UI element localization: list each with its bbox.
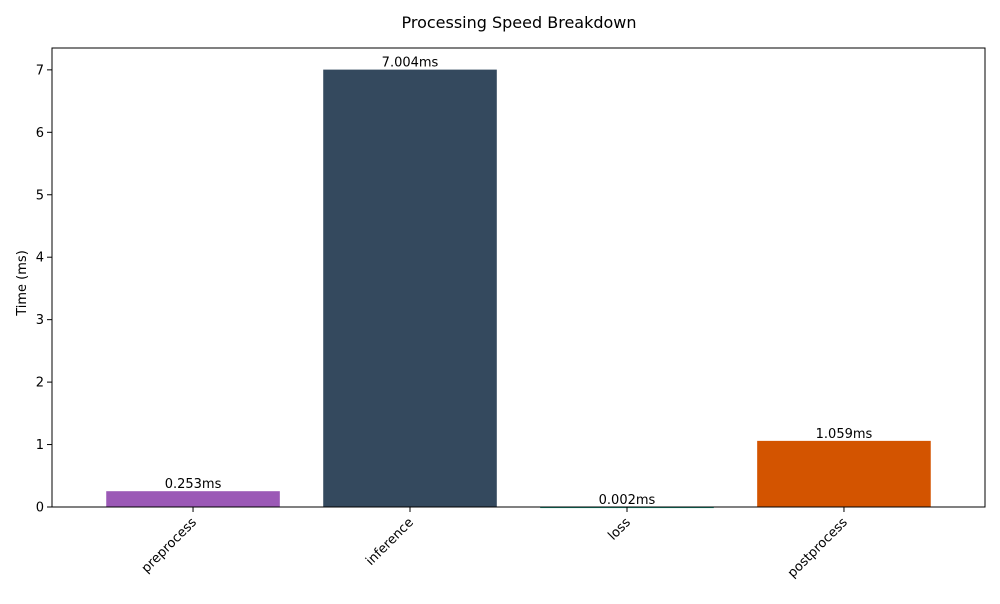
bar-inference bbox=[323, 69, 497, 508]
plot-frame bbox=[51, 47, 986, 508]
y-tick-label: 2 bbox=[36, 376, 44, 391]
x-tick-label-loss: loss bbox=[605, 515, 634, 544]
y-axis-label: Time (ms) bbox=[15, 250, 30, 317]
bar-preprocess bbox=[106, 491, 280, 507]
data-label-inference: 7.004ms bbox=[382, 56, 439, 71]
y-tick-label: 4 bbox=[36, 251, 44, 266]
plot-area: 0.253ms 7.004ms 0.002ms 1.059ms 0 1 2 3 4 5 6 7 prep… bbox=[36, 47, 986, 581]
y-tick-label: 0 bbox=[36, 501, 44, 516]
x-tick-label-inference: inference bbox=[363, 515, 417, 569]
x-tick-label-postprocess: postprocess bbox=[785, 515, 851, 581]
x-tick-label-preprocess: preprocess bbox=[139, 515, 200, 576]
y-tick-label: 3 bbox=[36, 313, 44, 328]
y-tick-label: 7 bbox=[36, 63, 44, 78]
data-label-loss: 0.002ms bbox=[599, 493, 656, 508]
y-tick-label: 6 bbox=[36, 126, 44, 141]
bar-postprocess bbox=[757, 440, 931, 507]
data-label-preprocess: 0.253ms bbox=[165, 477, 222, 492]
y-tick-label: 1 bbox=[36, 438, 44, 453]
y-tick-label: 5 bbox=[36, 188, 44, 203]
chart-title: Processing Speed Breakdown bbox=[401, 13, 636, 32]
data-label-postprocess: 1.059ms bbox=[816, 427, 873, 442]
